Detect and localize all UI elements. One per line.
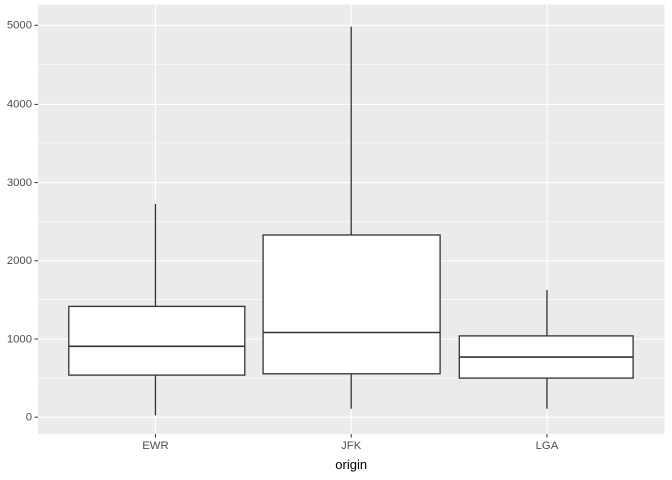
svg-text:3000: 3000 [7, 177, 32, 189]
svg-text:2000: 2000 [7, 255, 32, 267]
svg-text:JFK: JFK [341, 440, 362, 452]
svg-text:1000: 1000 [7, 333, 32, 345]
svg-text:EWR: EWR [142, 440, 168, 452]
svg-text:5000: 5000 [7, 20, 32, 32]
svg-text:origin: origin [335, 457, 367, 472]
svg-text:LGA: LGA [536, 440, 559, 452]
svg-text:4000: 4000 [7, 99, 32, 111]
svg-text:0: 0 [26, 412, 32, 424]
